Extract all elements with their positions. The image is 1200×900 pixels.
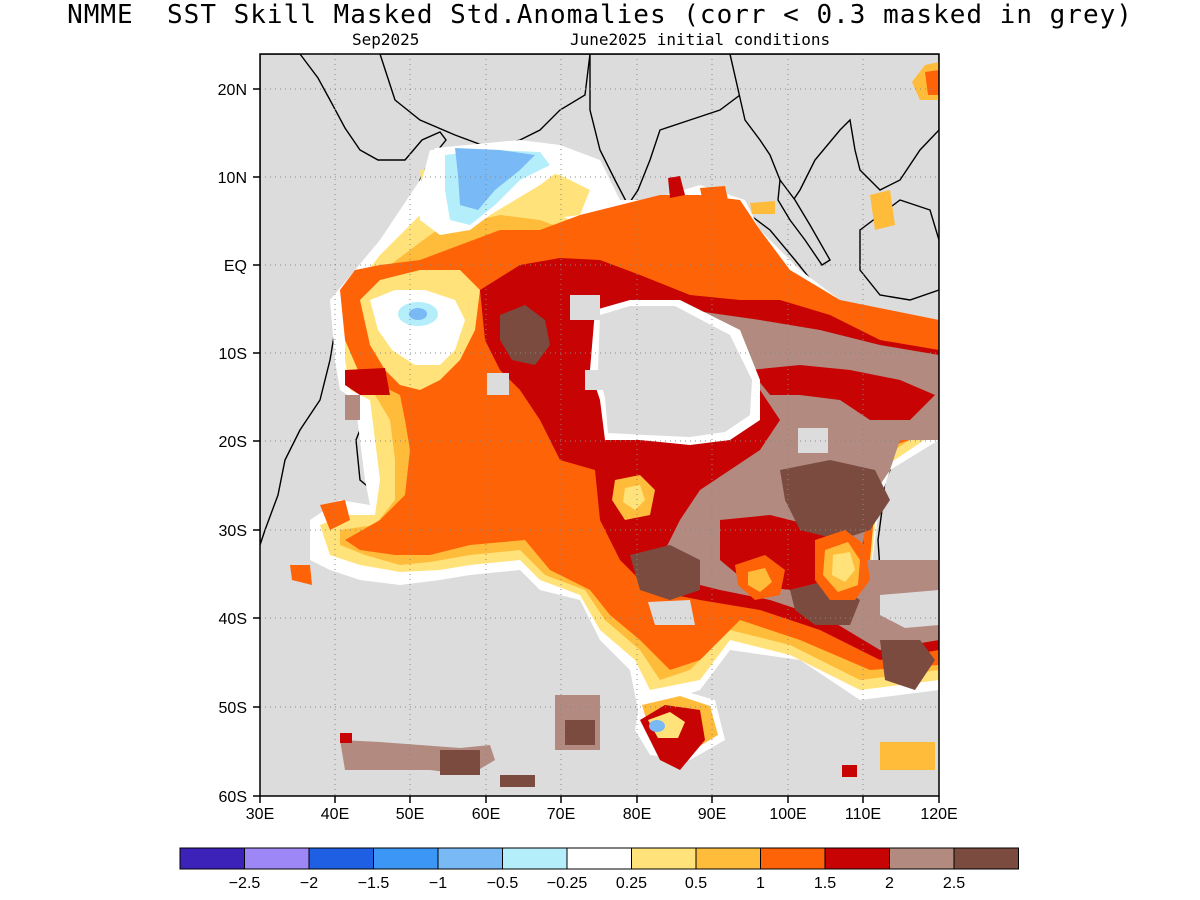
map-field bbox=[260, 54, 939, 796]
colorbar-label: 0.5 bbox=[685, 875, 707, 892]
lat-label-20n: 20N bbox=[218, 82, 247, 99]
lon-label-30e: 30E bbox=[246, 806, 274, 823]
lat-label-20s: 20S bbox=[219, 434, 247, 451]
lon-label-90e: 90E bbox=[698, 806, 726, 823]
map-gridlines bbox=[260, 54, 939, 796]
colorbar-label: −1 bbox=[429, 875, 447, 892]
lat-label-60s: 60S bbox=[219, 789, 247, 806]
colorbar-swatch bbox=[953, 847, 1019, 870]
lon-label-110e: 110E bbox=[845, 806, 881, 823]
colorbar-label: −0.5 bbox=[487, 875, 519, 892]
lat-label-10s: 10S bbox=[219, 346, 247, 363]
lat-label-30s: 30S bbox=[219, 523, 247, 540]
colorbar-label: −0.25 bbox=[547, 875, 588, 892]
lat-label-50s: 50S bbox=[219, 700, 247, 717]
colorbar-label: 2 bbox=[885, 875, 894, 892]
colorbar-swatch bbox=[695, 847, 761, 870]
latitude-labels: 20N 10N EQ 10S 20S 30S 40S 50S 60S bbox=[218, 82, 247, 806]
colorbar-swatch bbox=[824, 847, 890, 870]
colorbar-swatch bbox=[566, 847, 632, 870]
colorbar-swatch bbox=[437, 847, 503, 870]
lat-label-10n: 10N bbox=[218, 170, 247, 187]
colorbar-label: −1.5 bbox=[358, 875, 390, 892]
colorbar-label: −2.5 bbox=[229, 875, 261, 892]
colorbar-label: 1.5 bbox=[814, 875, 836, 892]
initial-conditions-label: June2025 initial conditions bbox=[570, 30, 831, 49]
colorbar-legend: −2.5 −2 −1.5 −1 −0.5 −0.25 0.25 0.5 1 1.5 2 2.5 bbox=[179, 847, 1019, 892]
map-frame bbox=[259, 53, 940, 797]
colorbar-swatch bbox=[631, 847, 697, 870]
lon-label-50e: 50E bbox=[396, 806, 424, 823]
lon-label-100e: 100E bbox=[769, 806, 806, 823]
lon-label-120e: 120E bbox=[920, 806, 957, 823]
longitude-labels: 30E 40E 50E 60E 70E 80E 90E 100E 110E 12… bbox=[246, 806, 958, 823]
colorbar-swatch bbox=[373, 847, 439, 870]
southeast-asia-landmass bbox=[729, 54, 939, 207]
colorbar-swatch bbox=[760, 847, 826, 870]
colorbar-label: 1 bbox=[756, 875, 765, 892]
forecast-month-label: Sep2025 bbox=[352, 30, 420, 49]
malay-peninsula bbox=[777, 178, 831, 266]
map-title: NMME SST Skill Masked Std.Anomalies (cor… bbox=[67, 0, 1133, 30]
lat-label-eq: EQ bbox=[224, 258, 247, 275]
anomaly-field bbox=[290, 62, 939, 787]
longitude-axis bbox=[259, 796, 940, 803]
colorbar-label: 2.5 bbox=[943, 875, 965, 892]
lat-label-40s: 40S bbox=[219, 611, 247, 628]
colorbar-swatch bbox=[502, 847, 568, 870]
colorbar-label: 0.25 bbox=[616, 875, 647, 892]
colorbar-swatch bbox=[308, 847, 374, 870]
lon-label-60e: 60E bbox=[472, 806, 500, 823]
lon-label-40e: 40E bbox=[321, 806, 349, 823]
latitude-axis bbox=[253, 88, 260, 797]
colorbar-swatch bbox=[244, 847, 310, 870]
colorbar-swatch bbox=[889, 847, 955, 870]
lon-label-70e: 70E bbox=[547, 806, 575, 823]
lon-label-80e: 80E bbox=[623, 806, 651, 823]
colorbar-swatch bbox=[179, 847, 245, 870]
colorbar-label: −2 bbox=[300, 875, 318, 892]
